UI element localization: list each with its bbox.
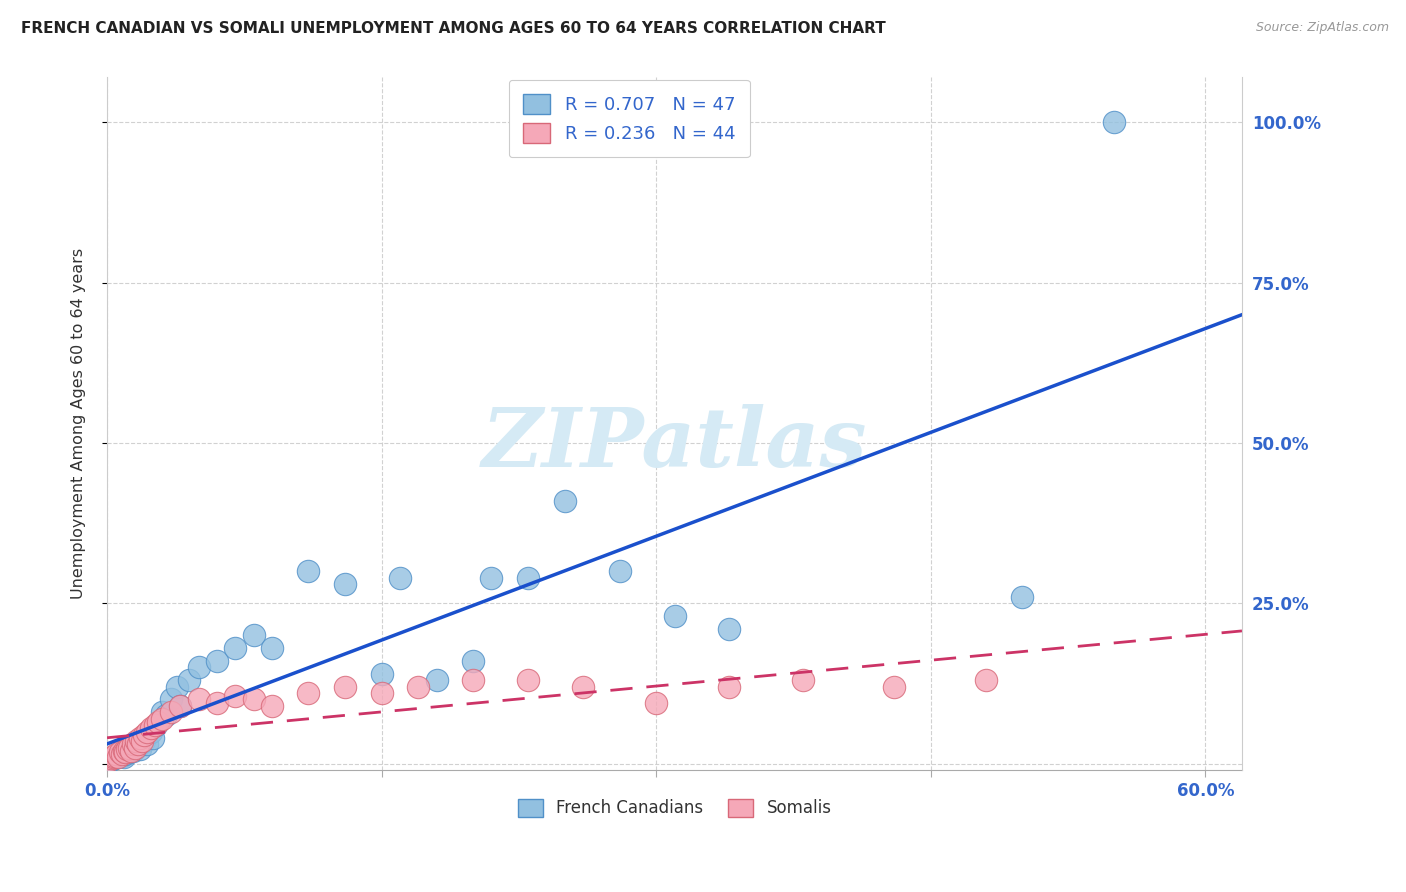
Point xyxy=(142,731,165,745)
Point xyxy=(121,737,143,751)
Point xyxy=(205,654,228,668)
Point xyxy=(150,712,173,726)
Point xyxy=(103,748,125,763)
Point xyxy=(242,692,264,706)
Point xyxy=(131,734,153,748)
Point xyxy=(145,718,167,732)
Point xyxy=(107,750,129,764)
Point xyxy=(609,564,631,578)
Point xyxy=(111,748,134,763)
Point xyxy=(139,721,162,735)
Point xyxy=(333,680,356,694)
Point xyxy=(100,753,122,767)
Point xyxy=(169,698,191,713)
Point xyxy=(120,744,142,758)
Point xyxy=(136,724,159,739)
Point xyxy=(718,680,741,694)
Point xyxy=(260,698,283,713)
Point xyxy=(160,706,183,720)
Point xyxy=(101,750,124,764)
Point xyxy=(129,731,152,745)
Point xyxy=(224,641,246,656)
Point xyxy=(111,747,134,761)
Text: Source: ZipAtlas.com: Source: ZipAtlas.com xyxy=(1256,21,1389,34)
Point xyxy=(517,673,540,688)
Point xyxy=(115,744,138,758)
Point xyxy=(105,748,128,763)
Point xyxy=(974,673,997,688)
Point xyxy=(187,692,209,706)
Point xyxy=(136,737,159,751)
Point xyxy=(114,745,136,759)
Point xyxy=(406,680,429,694)
Point xyxy=(792,673,814,688)
Point xyxy=(297,686,319,700)
Point xyxy=(179,673,201,688)
Point xyxy=(148,714,170,729)
Point xyxy=(169,698,191,713)
Point xyxy=(718,622,741,636)
Point xyxy=(114,747,136,761)
Point xyxy=(124,740,146,755)
Point xyxy=(108,745,131,759)
Point xyxy=(224,690,246,704)
Point xyxy=(664,609,686,624)
Point xyxy=(97,753,120,767)
Point xyxy=(108,747,131,761)
Y-axis label: Unemployment Among Ages 60 to 64 years: Unemployment Among Ages 60 to 64 years xyxy=(72,248,86,599)
Point xyxy=(1102,115,1125,129)
Point xyxy=(127,739,149,753)
Point xyxy=(1011,590,1033,604)
Point xyxy=(139,724,162,739)
Point xyxy=(112,750,135,764)
Point xyxy=(370,666,392,681)
Point xyxy=(112,744,135,758)
Point xyxy=(124,737,146,751)
Point xyxy=(132,734,155,748)
Point xyxy=(572,680,595,694)
Point xyxy=(883,680,905,694)
Point xyxy=(242,628,264,642)
Point xyxy=(101,750,124,764)
Point xyxy=(425,673,447,688)
Point xyxy=(125,740,148,755)
Text: FRENCH CANADIAN VS SOMALI UNEMPLOYMENT AMONG AGES 60 TO 64 YEARS CORRELATION CHA: FRENCH CANADIAN VS SOMALI UNEMPLOYMENT A… xyxy=(21,21,886,36)
Point xyxy=(115,742,138,756)
Point xyxy=(129,742,152,756)
Point xyxy=(463,654,485,668)
Point xyxy=(517,571,540,585)
Point xyxy=(107,750,129,764)
Point xyxy=(121,744,143,758)
Point xyxy=(463,673,485,688)
Point xyxy=(166,680,188,694)
Point xyxy=(333,577,356,591)
Point xyxy=(370,686,392,700)
Point xyxy=(143,718,166,732)
Point xyxy=(150,706,173,720)
Point xyxy=(118,745,141,759)
Point xyxy=(187,660,209,674)
Point xyxy=(125,734,148,748)
Point xyxy=(297,564,319,578)
Point xyxy=(481,571,503,585)
Point xyxy=(132,728,155,742)
Point xyxy=(100,751,122,765)
Point xyxy=(105,747,128,761)
Point xyxy=(645,696,668,710)
Point xyxy=(103,751,125,765)
Point xyxy=(554,493,576,508)
Point xyxy=(388,571,411,585)
Legend: French Canadians, Somalis: French Canadians, Somalis xyxy=(510,792,838,824)
Point xyxy=(160,692,183,706)
Point xyxy=(260,641,283,656)
Point xyxy=(155,708,177,723)
Point xyxy=(118,740,141,755)
Point xyxy=(205,696,228,710)
Text: ZIPatlas: ZIPatlas xyxy=(482,404,868,484)
Point xyxy=(127,737,149,751)
Point xyxy=(120,740,142,755)
